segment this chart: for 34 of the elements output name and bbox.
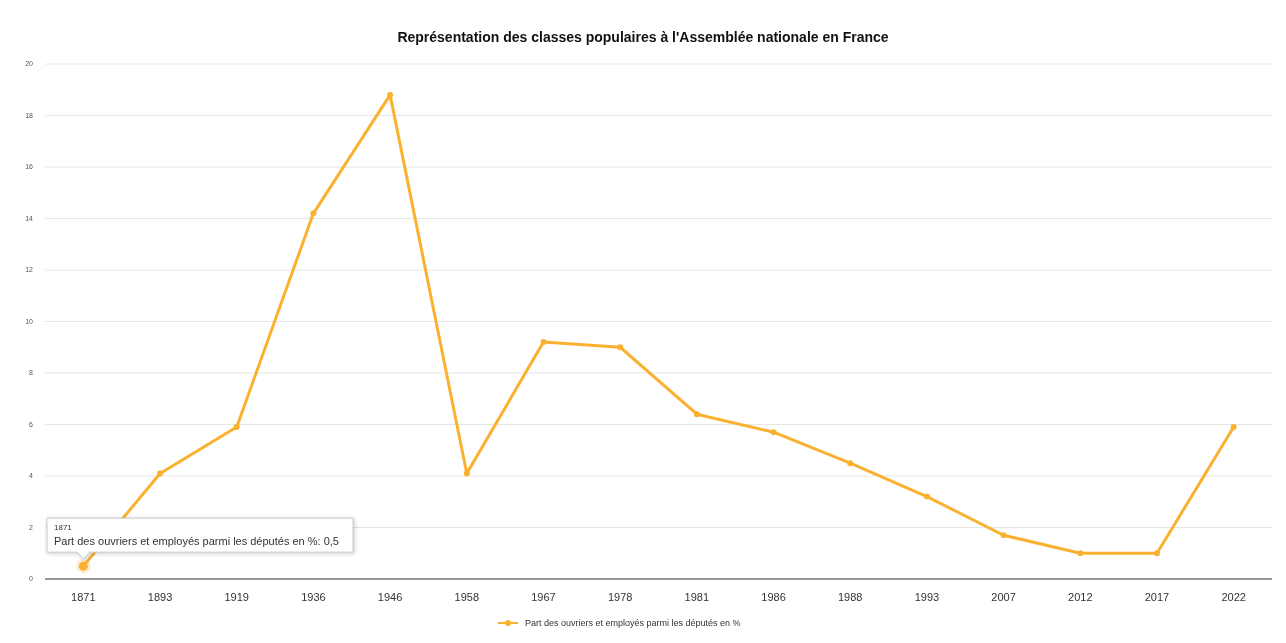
x-tick-label: 1936 — [301, 591, 326, 603]
x-tick-label: 1986 — [761, 591, 786, 603]
x-tick-label: 1993 — [914, 591, 940, 603]
point — [693, 411, 700, 418]
x-tick-label: 1967 — [531, 591, 556, 603]
x-tick-label: 1978 — [607, 591, 633, 603]
x-tick-label: 1981 — [684, 591, 710, 603]
x-tick-label: 2007 — [991, 591, 1016, 603]
point — [1000, 532, 1007, 539]
x-tick-label: 1958 — [454, 591, 480, 603]
point — [847, 460, 854, 467]
x-tick-label: 1988 — [837, 591, 863, 603]
point — [387, 91, 394, 98]
point — [157, 470, 164, 477]
point — [1077, 550, 1084, 557]
annotation: 1871 Part des ouvriers et employés parmi les députés en %: 0,5 — [54, 523, 339, 548]
x-tick-label: 1893 — [147, 591, 173, 603]
x-tick-label: 1946 — [377, 591, 403, 603]
point — [617, 344, 624, 351]
point — [310, 210, 317, 217]
x-tick-label: 2012 — [1068, 591, 1093, 603]
chart-title: Représentation des classes populaires à l'Assemblée nationale en France — [397, 29, 889, 45]
point — [1153, 550, 1160, 557]
x-tick-label: 2017 — [1144, 591, 1170, 603]
x-tick-label: 1871 — [71, 591, 96, 603]
point — [463, 470, 470, 477]
x-tick-label: 1919 — [224, 591, 249, 603]
point — [233, 424, 240, 431]
legend-label: Part des ouvriers et employés parmi les députés en % — [525, 617, 741, 628]
x-tick-label: 2022 — [1221, 591, 1246, 603]
point — [770, 429, 777, 436]
point — [540, 339, 547, 346]
point — [1230, 424, 1237, 431]
point — [923, 493, 930, 500]
